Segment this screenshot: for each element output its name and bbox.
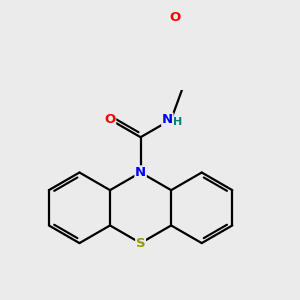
Text: H: H bbox=[172, 117, 182, 127]
Text: S: S bbox=[136, 237, 146, 250]
Text: O: O bbox=[170, 11, 181, 24]
Text: O: O bbox=[104, 113, 116, 126]
Text: N: N bbox=[135, 166, 146, 179]
Text: N: N bbox=[162, 113, 173, 126]
